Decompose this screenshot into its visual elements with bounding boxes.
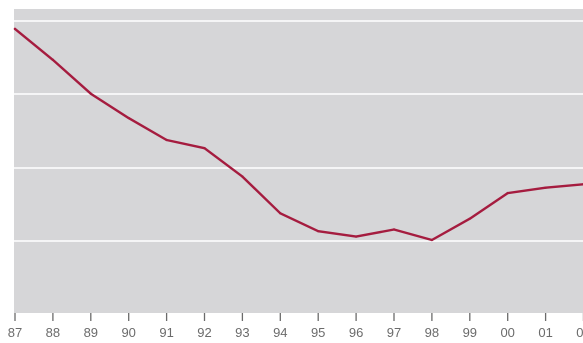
x-axis: 87 88 89 90 91 92 93 94 95 96 97 98 99 00 01 02: [8, 313, 583, 340]
data-point: [354, 235, 358, 238]
data-point: [544, 186, 547, 189]
data-point: [506, 191, 509, 195]
x-tick-label: 01: [538, 325, 552, 340]
series-layer: [13, 27, 583, 242]
x-tick-label: 94: [273, 325, 287, 340]
data-point: [51, 58, 55, 62]
x-tick-label: 96: [349, 325, 363, 340]
x-tick-label: 91: [159, 325, 173, 340]
series-line: [13, 27, 583, 242]
data-point: [203, 147, 206, 150]
grid-lines: [14, 20, 583, 242]
data-point: [392, 228, 396, 231]
data-point: [430, 238, 434, 242]
x-tick-label: 93: [235, 325, 249, 340]
x-tick-label: 00: [500, 325, 514, 340]
data-point: [241, 175, 244, 178]
x-tick-label: 89: [84, 325, 98, 340]
x-tick-label: 90: [121, 325, 135, 340]
x-tick-label: 98: [425, 325, 439, 340]
x-tick-label: 88: [46, 325, 60, 340]
data-point: [317, 229, 320, 233]
data-point: [279, 212, 282, 215]
data-point: [165, 138, 168, 142]
x-tick-label: 95: [311, 325, 325, 340]
x-tick-label: 87: [8, 325, 22, 340]
data-point: [468, 217, 471, 220]
data-point: [13, 27, 17, 31]
x-tick-label: 99: [463, 325, 477, 340]
data-point: [127, 116, 130, 120]
data-point: [89, 92, 93, 95]
x-tick-label: 92: [197, 325, 211, 340]
plot-background: [14, 9, 583, 313]
x-tick-label: 97: [387, 325, 401, 340]
x-tick-label: 02: [576, 325, 583, 340]
